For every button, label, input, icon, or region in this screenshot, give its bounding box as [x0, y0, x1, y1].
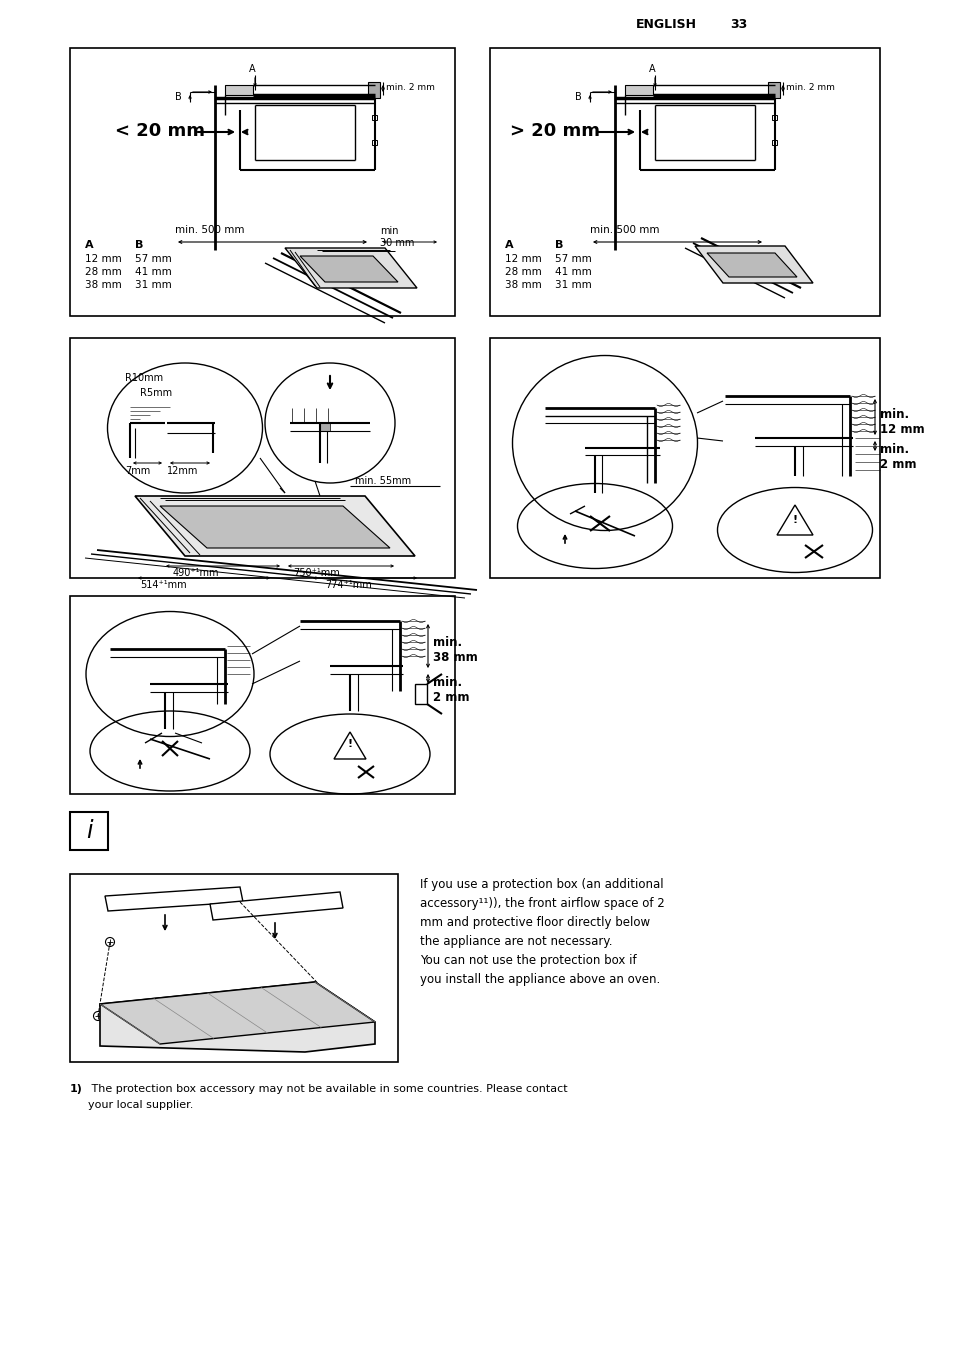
- Text: 38 mm: 38 mm: [85, 280, 122, 289]
- Bar: [70, 338, 455, 579]
- Bar: [70, 873, 397, 1063]
- Text: min. 500 mm: min. 500 mm: [174, 224, 244, 235]
- Text: B: B: [555, 241, 563, 250]
- Text: min. 2 mm: min. 2 mm: [386, 84, 435, 92]
- Polygon shape: [210, 892, 343, 919]
- Polygon shape: [100, 982, 375, 1052]
- Bar: [767, 82, 780, 97]
- Bar: [185, 544, 193, 552]
- Text: B: B: [575, 92, 581, 101]
- Text: i: i: [86, 819, 92, 844]
- Text: your local supplier.: your local supplier.: [88, 1101, 193, 1110]
- Text: ENGLISH: ENGLISH: [636, 18, 697, 31]
- Text: min.
2 mm: min. 2 mm: [879, 443, 916, 470]
- Text: < 20 mm: < 20 mm: [115, 122, 205, 141]
- Text: > 20 mm: > 20 mm: [510, 122, 599, 141]
- Bar: [157, 510, 165, 518]
- Text: 7mm: 7mm: [125, 466, 150, 476]
- Text: If you use a protection box (an additional: If you use a protection box (an addition…: [419, 877, 663, 891]
- Text: 33: 33: [729, 18, 746, 31]
- Bar: [415, 684, 427, 704]
- Bar: [368, 82, 379, 97]
- Text: 1): 1): [70, 1084, 83, 1094]
- Text: The protection box accessory may not be available in some countries. Please cont: The protection box accessory may not be …: [88, 1084, 567, 1094]
- Text: 57 mm: 57 mm: [135, 254, 172, 264]
- Text: min.
2 mm: min. 2 mm: [433, 676, 469, 704]
- Text: 28 mm: 28 mm: [85, 266, 122, 277]
- Text: 41 mm: 41 mm: [555, 266, 591, 277]
- Text: B: B: [175, 92, 182, 101]
- Text: accessory¹¹)), the front airflow space of 2: accessory¹¹)), the front airflow space o…: [419, 896, 664, 910]
- Text: the appliance are not necessary.: the appliance are not necessary.: [419, 936, 612, 948]
- Text: 31 mm: 31 mm: [555, 280, 591, 289]
- Text: !: !: [347, 740, 353, 749]
- Text: 12 mm: 12 mm: [504, 254, 541, 264]
- Polygon shape: [100, 982, 375, 1044]
- Text: You can not use the protection box if: You can not use the protection box if: [419, 955, 636, 967]
- Bar: [771, 115, 776, 120]
- Polygon shape: [135, 496, 415, 556]
- Bar: [70, 49, 455, 316]
- Bar: [336, 510, 345, 518]
- Text: 28 mm: 28 mm: [504, 266, 541, 277]
- Bar: [490, 49, 879, 316]
- Text: B: B: [135, 241, 143, 250]
- Text: 774⁺¹mm: 774⁺¹mm: [325, 580, 372, 589]
- Bar: [372, 115, 376, 120]
- Text: min.
38 mm: min. 38 mm: [433, 635, 477, 664]
- Polygon shape: [706, 253, 796, 277]
- Bar: [624, 85, 652, 95]
- Text: 12mm: 12mm: [167, 466, 198, 476]
- Text: A: A: [85, 241, 93, 250]
- Text: A: A: [504, 241, 513, 250]
- Text: min. 55mm: min. 55mm: [355, 476, 411, 485]
- Text: R10mm: R10mm: [125, 373, 163, 383]
- Text: 41 mm: 41 mm: [135, 266, 172, 277]
- Text: A: A: [648, 64, 655, 74]
- Text: 490⁺¹mm: 490⁺¹mm: [172, 568, 219, 579]
- Text: !: !: [792, 515, 797, 525]
- Bar: [771, 141, 776, 145]
- Text: 12 mm: 12 mm: [85, 254, 122, 264]
- Text: you install the appliance above an oven.: you install the appliance above an oven.: [419, 973, 659, 986]
- Bar: [319, 423, 330, 431]
- Polygon shape: [776, 506, 812, 535]
- Polygon shape: [299, 256, 397, 283]
- Text: min
30 mm: min 30 mm: [379, 226, 414, 247]
- Text: 57 mm: 57 mm: [555, 254, 591, 264]
- Polygon shape: [285, 247, 416, 288]
- Text: 514⁺¹mm: 514⁺¹mm: [140, 580, 187, 589]
- Bar: [225, 85, 253, 95]
- Bar: [70, 596, 455, 794]
- Text: A: A: [249, 64, 255, 74]
- Text: min.
12 mm: min. 12 mm: [879, 408, 923, 435]
- Bar: [382, 544, 391, 552]
- Polygon shape: [160, 506, 390, 548]
- Bar: [490, 338, 879, 579]
- Polygon shape: [695, 246, 812, 283]
- Polygon shape: [105, 887, 243, 911]
- Bar: [372, 141, 376, 145]
- FancyBboxPatch shape: [70, 813, 108, 850]
- Text: min. 500 mm: min. 500 mm: [589, 224, 659, 235]
- Text: 31 mm: 31 mm: [135, 280, 172, 289]
- Polygon shape: [334, 731, 366, 758]
- Text: 38 mm: 38 mm: [504, 280, 541, 289]
- Text: R5mm: R5mm: [140, 388, 172, 397]
- Text: 750⁺¹mm: 750⁺¹mm: [293, 568, 339, 579]
- Text: mm and protective floor directly below: mm and protective floor directly below: [419, 917, 649, 929]
- Text: min. 2 mm: min. 2 mm: [785, 84, 834, 92]
